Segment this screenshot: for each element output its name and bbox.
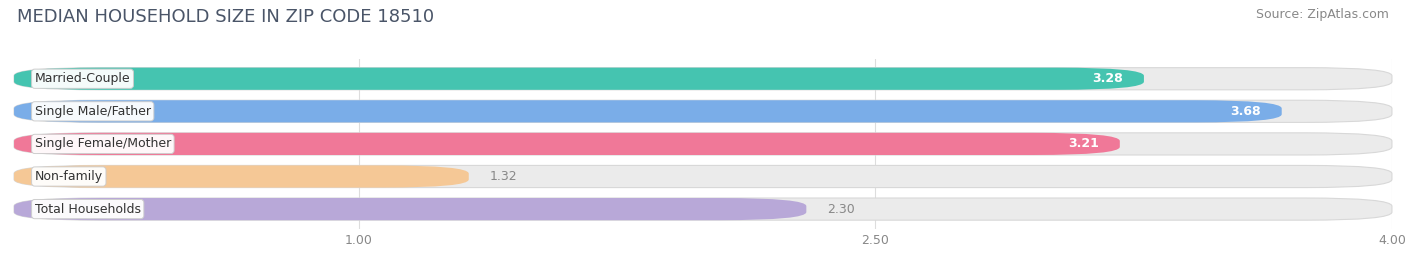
FancyBboxPatch shape <box>14 198 806 220</box>
FancyBboxPatch shape <box>14 100 1392 122</box>
FancyBboxPatch shape <box>14 133 1392 155</box>
FancyBboxPatch shape <box>14 68 1144 90</box>
FancyBboxPatch shape <box>14 68 1392 90</box>
Text: 1.32: 1.32 <box>489 170 517 183</box>
FancyBboxPatch shape <box>14 198 1392 220</box>
Text: Married-Couple: Married-Couple <box>35 72 131 85</box>
FancyBboxPatch shape <box>14 133 1119 155</box>
FancyBboxPatch shape <box>14 100 1282 122</box>
Text: 3.68: 3.68 <box>1230 105 1261 118</box>
Text: Source: ZipAtlas.com: Source: ZipAtlas.com <box>1256 8 1389 21</box>
FancyBboxPatch shape <box>14 165 1392 187</box>
Text: Non-family: Non-family <box>35 170 103 183</box>
Text: Total Households: Total Households <box>35 203 141 215</box>
Text: 3.28: 3.28 <box>1092 72 1123 85</box>
Text: MEDIAN HOUSEHOLD SIZE IN ZIP CODE 18510: MEDIAN HOUSEHOLD SIZE IN ZIP CODE 18510 <box>17 8 434 26</box>
Text: Single Female/Mother: Single Female/Mother <box>35 137 172 150</box>
FancyBboxPatch shape <box>14 165 468 187</box>
Text: 2.30: 2.30 <box>827 203 855 215</box>
Text: Single Male/Father: Single Male/Father <box>35 105 150 118</box>
Text: 3.21: 3.21 <box>1069 137 1099 150</box>
